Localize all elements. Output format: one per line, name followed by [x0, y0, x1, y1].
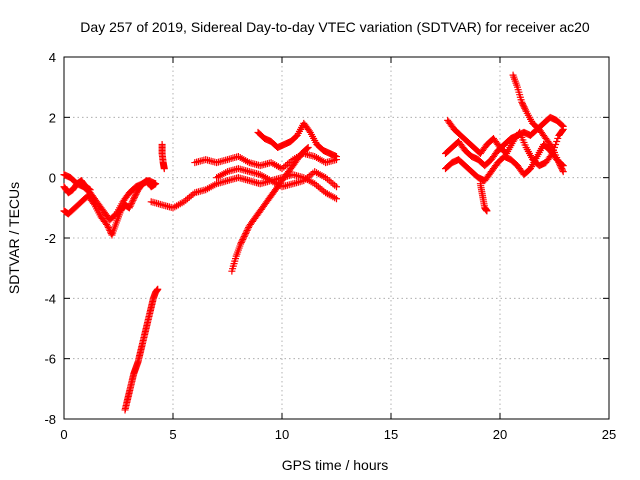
data-point: [521, 106, 529, 114]
series-track-g-middle-upper: [191, 150, 340, 173]
data-point: [304, 144, 312, 151]
y-tick-label: -6: [44, 352, 56, 367]
data-point: [152, 180, 160, 188]
data-point: [127, 201, 135, 209]
data-point: [519, 100, 527, 108]
data-point: [160, 165, 168, 173]
series-track-i-late-mid: [213, 165, 340, 191]
data-point: [557, 163, 565, 171]
data-point: [128, 199, 136, 207]
y-tick-label: -8: [44, 412, 56, 427]
data-point: [549, 147, 557, 155]
data-point: [521, 104, 529, 112]
x-axis-label: GPS time / hours: [282, 457, 389, 473]
data-point: [305, 127, 313, 135]
data-point: [554, 134, 562, 142]
x-axis: 0 5 10 15 20 25: [60, 57, 616, 442]
x-tick-label: 0: [60, 427, 67, 442]
series-track-m-late-dip: [476, 180, 491, 215]
series-track-h-rising: [228, 144, 312, 275]
data-point: [239, 234, 247, 242]
x-tick-label: 25: [602, 427, 616, 442]
data-point: [86, 186, 94, 194]
data-point: [520, 103, 528, 111]
data-point: [126, 202, 134, 210]
data-point: [244, 225, 252, 233]
data-point: [333, 195, 340, 203]
data-point: [129, 196, 137, 204]
chart-title: Day 257 of 2019, Sidereal Day-to-day VTE…: [80, 19, 590, 35]
data-point: [333, 153, 340, 161]
data-point: [518, 98, 526, 106]
x-tick-label: 10: [275, 427, 289, 442]
data-point: [548, 150, 556, 158]
data-point: [547, 151, 555, 159]
data-point: [125, 204, 133, 212]
data-point: [104, 222, 112, 230]
data-point: [553, 137, 561, 145]
data-point: [238, 237, 246, 245]
data-point: [556, 160, 564, 168]
y-tick-label: -4: [44, 291, 56, 306]
data-point: [132, 190, 140, 198]
data-point: [130, 193, 138, 201]
y-axis: -8 -6 -4 -2 0 2 4: [44, 50, 609, 427]
data-point: [558, 126, 566, 134]
y-tick-label: 0: [49, 171, 56, 186]
y-axis-label: SDTVAR / TECUs: [6, 182, 22, 294]
data-point: [242, 229, 250, 237]
data-point: [558, 166, 566, 174]
data-point: [154, 285, 162, 293]
y-tick-label: 4: [49, 50, 56, 65]
series-track-j-hump: [254, 119, 340, 161]
data-point: [242, 228, 250, 236]
data-point: [128, 198, 136, 206]
data-point: [556, 162, 564, 170]
series-track-n-late-peak: [509, 71, 567, 176]
y-tick-label: -2: [44, 231, 56, 246]
data-point: [552, 140, 560, 148]
data-point: [240, 232, 248, 240]
data-point: [555, 159, 563, 167]
data-point: [483, 207, 491, 215]
data-point: [519, 101, 527, 109]
x-tick-label: 20: [493, 427, 507, 442]
series-track-c-early-small: [60, 177, 94, 197]
data-series: [60, 71, 567, 414]
data-point: [133, 189, 141, 197]
x-tick-label: 15: [384, 427, 398, 442]
data-point: [239, 236, 247, 244]
data-point: [131, 192, 139, 200]
x-tick-label: 5: [169, 427, 176, 442]
data-point: [558, 165, 566, 173]
data-point: [130, 195, 138, 203]
series-track-k-late-cluster-a: [442, 113, 567, 170]
data-point: [104, 223, 112, 231]
series-track-e-steep-descent: [121, 285, 162, 414]
series-track-o-late-cluster-c: [444, 116, 567, 170]
data-point: [547, 142, 555, 150]
data-point: [241, 231, 249, 239]
data-point: [237, 240, 245, 248]
y-tick-label: 2: [49, 110, 56, 125]
data-point: [333, 183, 340, 191]
series-track-d-spike: [158, 140, 168, 173]
data-point: [243, 226, 251, 234]
data-point: [559, 168, 567, 176]
data-point: [303, 145, 311, 153]
data-point: [237, 239, 245, 247]
data-point: [559, 125, 567, 133]
data-point: [551, 144, 558, 151]
